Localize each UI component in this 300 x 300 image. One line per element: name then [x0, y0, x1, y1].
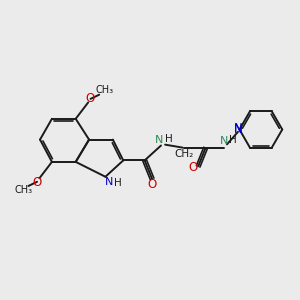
Text: N: N	[234, 123, 243, 136]
Text: N: N	[155, 135, 164, 145]
Text: H: H	[114, 178, 122, 188]
Text: N: N	[234, 122, 243, 134]
Text: CH₃: CH₃	[14, 185, 32, 195]
Text: O: O	[148, 178, 157, 191]
Text: O: O	[33, 176, 42, 189]
Text: N: N	[105, 177, 113, 187]
Text: N: N	[220, 136, 228, 146]
Text: O: O	[85, 92, 95, 105]
Text: CH₂: CH₂	[175, 149, 194, 159]
Text: O: O	[188, 161, 197, 174]
Text: CH₃: CH₃	[95, 85, 113, 95]
Text: H: H	[229, 135, 237, 145]
Text: H: H	[165, 134, 173, 144]
